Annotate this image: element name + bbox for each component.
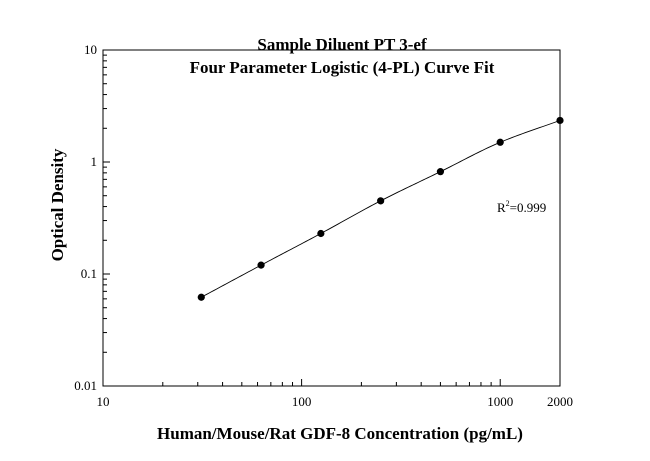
- r-squared-exponent: 2: [506, 199, 510, 208]
- fit-curve: [201, 120, 561, 298]
- data-point: [257, 261, 265, 269]
- r-squared-prefix: R: [497, 200, 506, 215]
- chart-title: Sample Diluent PT 3-ef: [257, 35, 427, 54]
- x-axis-ticks: 10 100 1000 2000: [97, 379, 573, 409]
- plot-area: [102, 49, 561, 387]
- r-squared-value: =0.999: [510, 200, 547, 215]
- x-axis-title: Human/Mouse/Rat GDF-8 Concentration (pg/…: [157, 424, 523, 443]
- data-point: [556, 116, 564, 125]
- chart-subtitle: Four Parameter Logistic (4-PL) Curve Fit: [190, 58, 495, 77]
- y-axis-title: Optical Density: [48, 148, 67, 261]
- x-tick-label: 1000: [487, 394, 513, 409]
- x-tick-label: 100: [292, 394, 312, 409]
- y-axis-ticks: 0.01 0.1 1 10: [74, 42, 110, 393]
- data-points-layer: [197, 116, 564, 301]
- y-tick-label: 1: [91, 154, 98, 169]
- plot-frame: [102, 49, 561, 387]
- x-tick-label: 10: [97, 394, 110, 409]
- data-point: [317, 229, 325, 238]
- r-squared-annotation: R2=0.999: [497, 199, 546, 215]
- x-tick-label: 2000: [547, 394, 573, 409]
- data-point: [377, 197, 385, 205]
- y-tick-label: 10: [84, 42, 97, 57]
- y-tick-label: 0.1: [81, 266, 97, 281]
- y-tick-label: 0.01: [74, 378, 97, 393]
- data-point: [197, 293, 205, 301]
- data-point: [496, 138, 504, 146]
- data-point: [436, 168, 445, 176]
- fit-curve-layer: [201, 120, 561, 298]
